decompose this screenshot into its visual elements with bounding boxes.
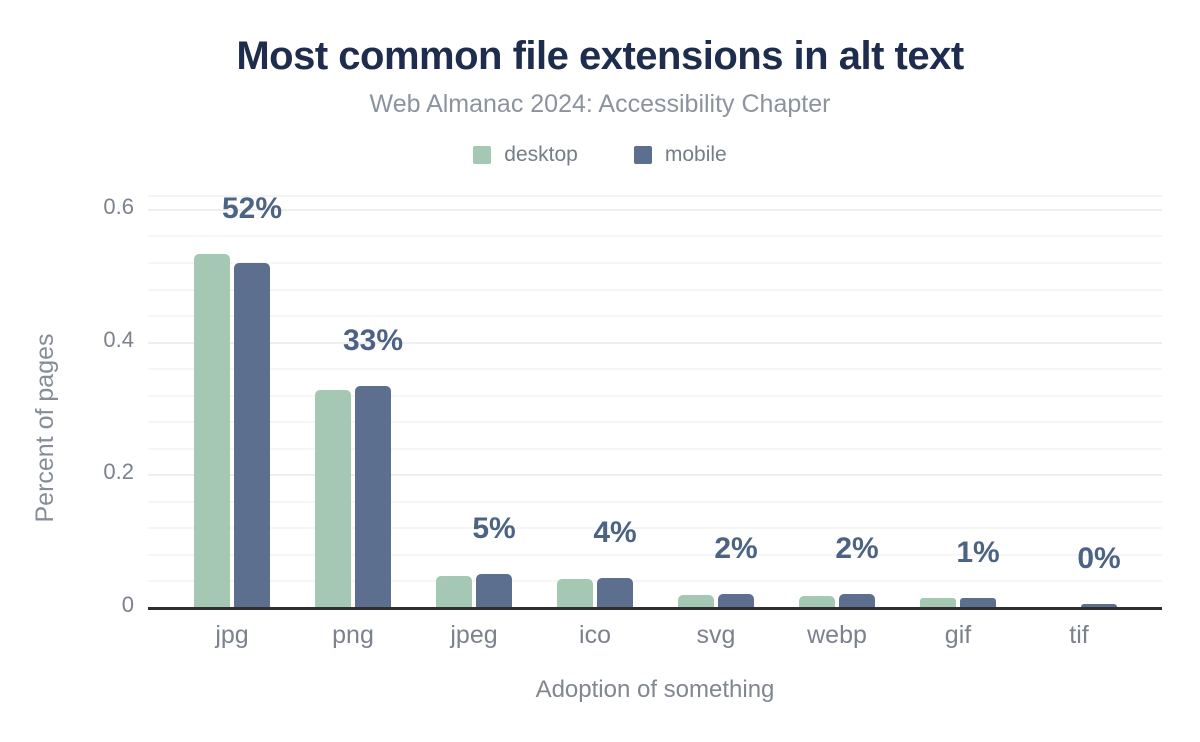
bar-mobile-tif	[1081, 604, 1117, 607]
chart-title: Most common file extensions in alt text	[236, 34, 964, 78]
bar-mobile-jpeg	[476, 574, 512, 607]
bar-desktop-jpg	[194, 254, 230, 607]
x-tick-label-jpeg: jpeg	[450, 621, 498, 649]
plot-area: 52% 33% 5% 4% 2% 2% 1% 0%	[148, 192, 1162, 610]
minor-gridline	[148, 289, 1162, 291]
bar-mobile-svg	[718, 594, 754, 607]
bar-desktop-png	[315, 390, 351, 607]
legend-item-desktop: desktop	[473, 143, 578, 167]
bar-desktop-ico	[557, 579, 593, 607]
major-gridline	[148, 209, 1162, 211]
legend-item-mobile: mobile	[633, 143, 727, 167]
data-label-png: 33%	[342, 324, 404, 357]
y-tick-label: 0.6	[103, 193, 134, 219]
bar-mobile-ico	[597, 578, 633, 607]
data-label-gif: 1%	[956, 536, 1000, 569]
data-label-webp: 2%	[835, 532, 879, 565]
y-tick-label: 0.2	[103, 459, 134, 485]
data-label-svg: 2%	[714, 532, 758, 565]
x-tick-label-tif: tif	[1069, 621, 1089, 649]
minor-gridline	[148, 448, 1162, 450]
legend-label: desktop	[504, 143, 578, 166]
legend-swatch-desktop	[473, 146, 492, 164]
minor-gridline	[148, 527, 1162, 529]
minor-gridline	[148, 554, 1162, 556]
minor-gridline	[148, 395, 1162, 397]
x-tick-label-gif: gif	[944, 621, 972, 649]
data-label-tif: 0%	[1077, 542, 1121, 575]
bar-desktop-webp	[799, 596, 835, 607]
bar-mobile-png	[355, 386, 391, 607]
bar-desktop-gif	[920, 598, 956, 607]
bar-mobile-jpg	[234, 263, 270, 607]
y-axis-title: Percent of pages	[31, 333, 59, 523]
bar-mobile-webp	[839, 594, 875, 607]
data-label-ico: 4%	[593, 516, 637, 549]
bar-mobile-gif	[960, 598, 996, 607]
minor-gridline	[148, 421, 1162, 423]
x-tick-label-png: png	[332, 621, 374, 649]
legend-swatch-mobile	[633, 146, 652, 164]
y-tick-label: 0	[121, 592, 134, 617]
minor-gridline	[148, 262, 1162, 264]
x-axis-title: Adoption of something	[535, 676, 775, 703]
legend: desktop mobile	[0, 143, 1200, 167]
bar-desktop-jpeg	[436, 576, 472, 607]
legend-label: mobile	[664, 143, 727, 166]
minor-gridline	[148, 368, 1162, 370]
major-gridline	[148, 342, 1162, 344]
major-gridline	[148, 474, 1162, 476]
minor-gridline	[148, 580, 1162, 582]
bar-desktop-svg	[678, 595, 714, 607]
minor-gridline	[148, 501, 1162, 503]
data-label-jpg: 52%	[221, 192, 283, 225]
data-label-jpeg: 5%	[472, 512, 516, 545]
x-tick-label-svg: svg	[696, 621, 736, 649]
x-tick-label-ico: ico	[579, 621, 611, 649]
y-tick-label: 0.4	[103, 326, 134, 352]
minor-gridline	[148, 235, 1162, 237]
minor-gridline	[148, 315, 1162, 317]
x-tick-label-jpg: jpg	[215, 621, 249, 649]
x-tick-label-webp: webp	[807, 621, 867, 649]
chart-subtitle: Web Almanac 2024: Accessibility Chapter	[369, 90, 831, 118]
